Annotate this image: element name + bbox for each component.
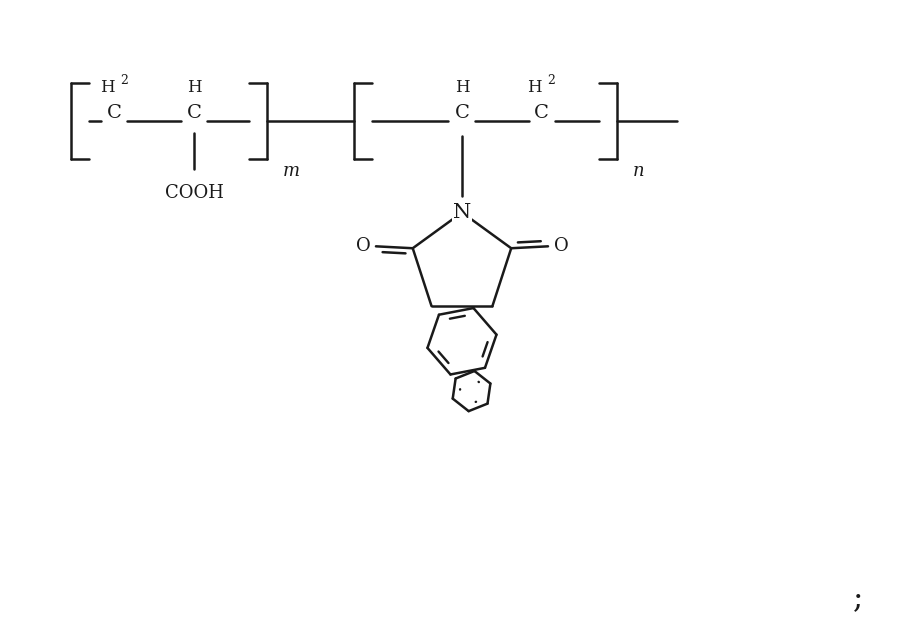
Text: O: O (553, 237, 568, 255)
Text: 2: 2 (547, 74, 555, 86)
Text: COOH: COOH (165, 184, 223, 202)
Text: C: C (107, 104, 122, 122)
Text: m: m (282, 162, 300, 180)
Text: C: C (187, 104, 201, 122)
Text: n: n (632, 162, 644, 180)
Text: H: H (527, 79, 541, 95)
Text: C: C (454, 104, 469, 122)
Text: ;: ; (852, 583, 863, 614)
Text: H: H (187, 79, 201, 95)
Text: N: N (453, 203, 471, 222)
Text: O: O (355, 237, 370, 255)
Text: 2: 2 (120, 74, 128, 86)
Text: N: N (453, 203, 471, 222)
Text: H: H (100, 79, 115, 95)
Text: H: H (455, 79, 469, 95)
Text: C: C (534, 104, 548, 122)
Text: N: N (453, 203, 471, 222)
